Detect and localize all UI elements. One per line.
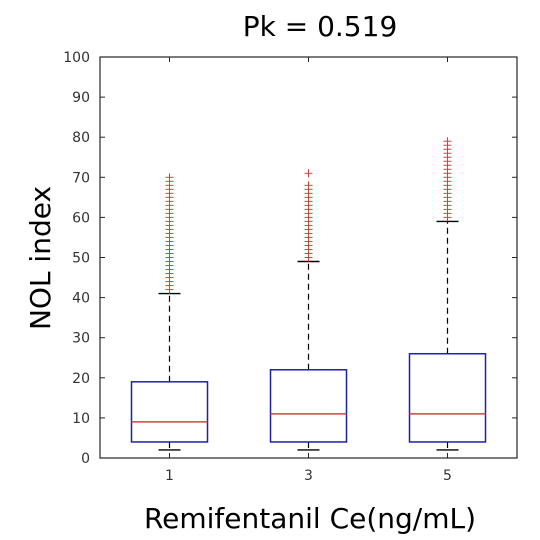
chart-title: Pk = 0.519: [243, 10, 398, 43]
iqr-box: [269, 369, 348, 443]
outlier-point: [443, 137, 452, 146]
box-group-5: [408, 137, 487, 451]
iqr-box: [130, 381, 209, 443]
outlier-point: [304, 169, 313, 178]
y-tick-label: 20: [72, 371, 90, 387]
box-group-3: [269, 169, 348, 451]
x-tick-label: 5: [443, 468, 452, 484]
outlier-point: [304, 181, 313, 190]
y-tick-label: 100: [63, 50, 90, 66]
x-tick-label: 1: [165, 468, 174, 484]
y-tick-label: 70: [72, 170, 90, 186]
y-tick-label: 80: [72, 130, 90, 146]
plot-area: 0 10 20 30 40 50 60 70 80 90 100 1 3 5: [63, 50, 518, 484]
y-tick-label: 10: [72, 411, 90, 427]
y-tick-label: 90: [72, 90, 90, 106]
x-axis-label: Remifentanil Ce(ng/mL): [144, 502, 476, 535]
y-axis-label: NOL index: [24, 186, 57, 330]
y-tick-label: 40: [72, 291, 90, 307]
outlier-point: [165, 173, 174, 182]
box-group-1: [130, 173, 209, 451]
x-tick-label: 3: [304, 468, 313, 484]
y-tick-label: 50: [72, 251, 90, 267]
iqr-box: [408, 352, 487, 443]
y-tick-label: 30: [72, 331, 90, 347]
y-tick-label: 0: [81, 451, 90, 467]
y-tick-label: 60: [72, 210, 90, 226]
